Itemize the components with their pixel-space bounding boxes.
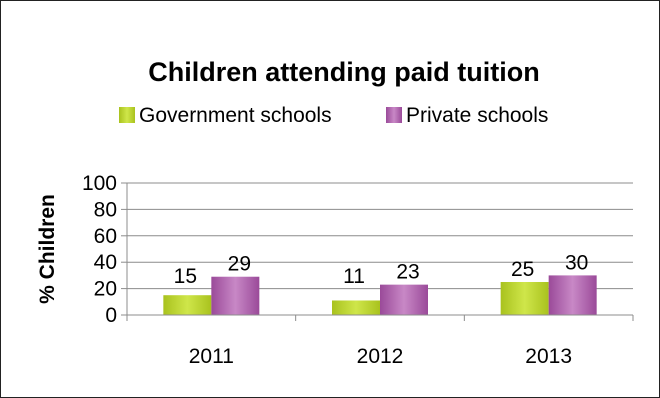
x-axis-categories: 2011 2012 2013 — [189, 345, 572, 368]
x-category-label: 2013 — [525, 345, 572, 368]
bar-government-2013 — [500, 282, 549, 315]
bar-private-2012 — [380, 284, 428, 315]
data-label-private-2011: 29 — [228, 253, 251, 276]
y-tick-label: 40 — [94, 251, 117, 274]
x-category-label: 2012 — [357, 345, 404, 368]
data-label-government-2012: 11 — [343, 265, 365, 288]
y-tick-label: 60 — [94, 225, 117, 248]
data-labels: 15 29 11 23 25 30 — [174, 251, 589, 288]
y-tick-label: 20 — [94, 278, 117, 301]
data-label-private-2013: 30 — [565, 251, 588, 274]
y-tick-label: 0 — [105, 304, 117, 327]
y-tick-label: 100 — [82, 172, 117, 195]
x-category-label: 2011 — [189, 345, 234, 368]
data-label-government-2013: 25 — [511, 258, 534, 281]
y-axis-label: % Children — [36, 194, 59, 304]
bar-government-2012 — [332, 300, 380, 315]
gridlines — [127, 182, 633, 290]
bars — [163, 275, 597, 315]
bar-private-2011 — [211, 276, 260, 315]
legend-swatch-government — [119, 107, 135, 123]
legend-label-private: Private schools — [406, 104, 548, 127]
axes — [126, 183, 634, 321]
chart-title: Children attending paid tuition — [148, 57, 539, 87]
data-label-private-2012: 23 — [396, 261, 419, 284]
y-axis-ticks: 0 20 40 60 80 100 — [82, 172, 127, 327]
legend-label-government: Government schools — [139, 104, 332, 127]
bar-private-2013 — [548, 275, 597, 315]
legend-swatch-private — [386, 107, 402, 123]
bar-government-2011 — [163, 295, 212, 315]
data-label-government-2011: 15 — [174, 265, 197, 288]
y-tick-label: 80 — [94, 198, 117, 221]
